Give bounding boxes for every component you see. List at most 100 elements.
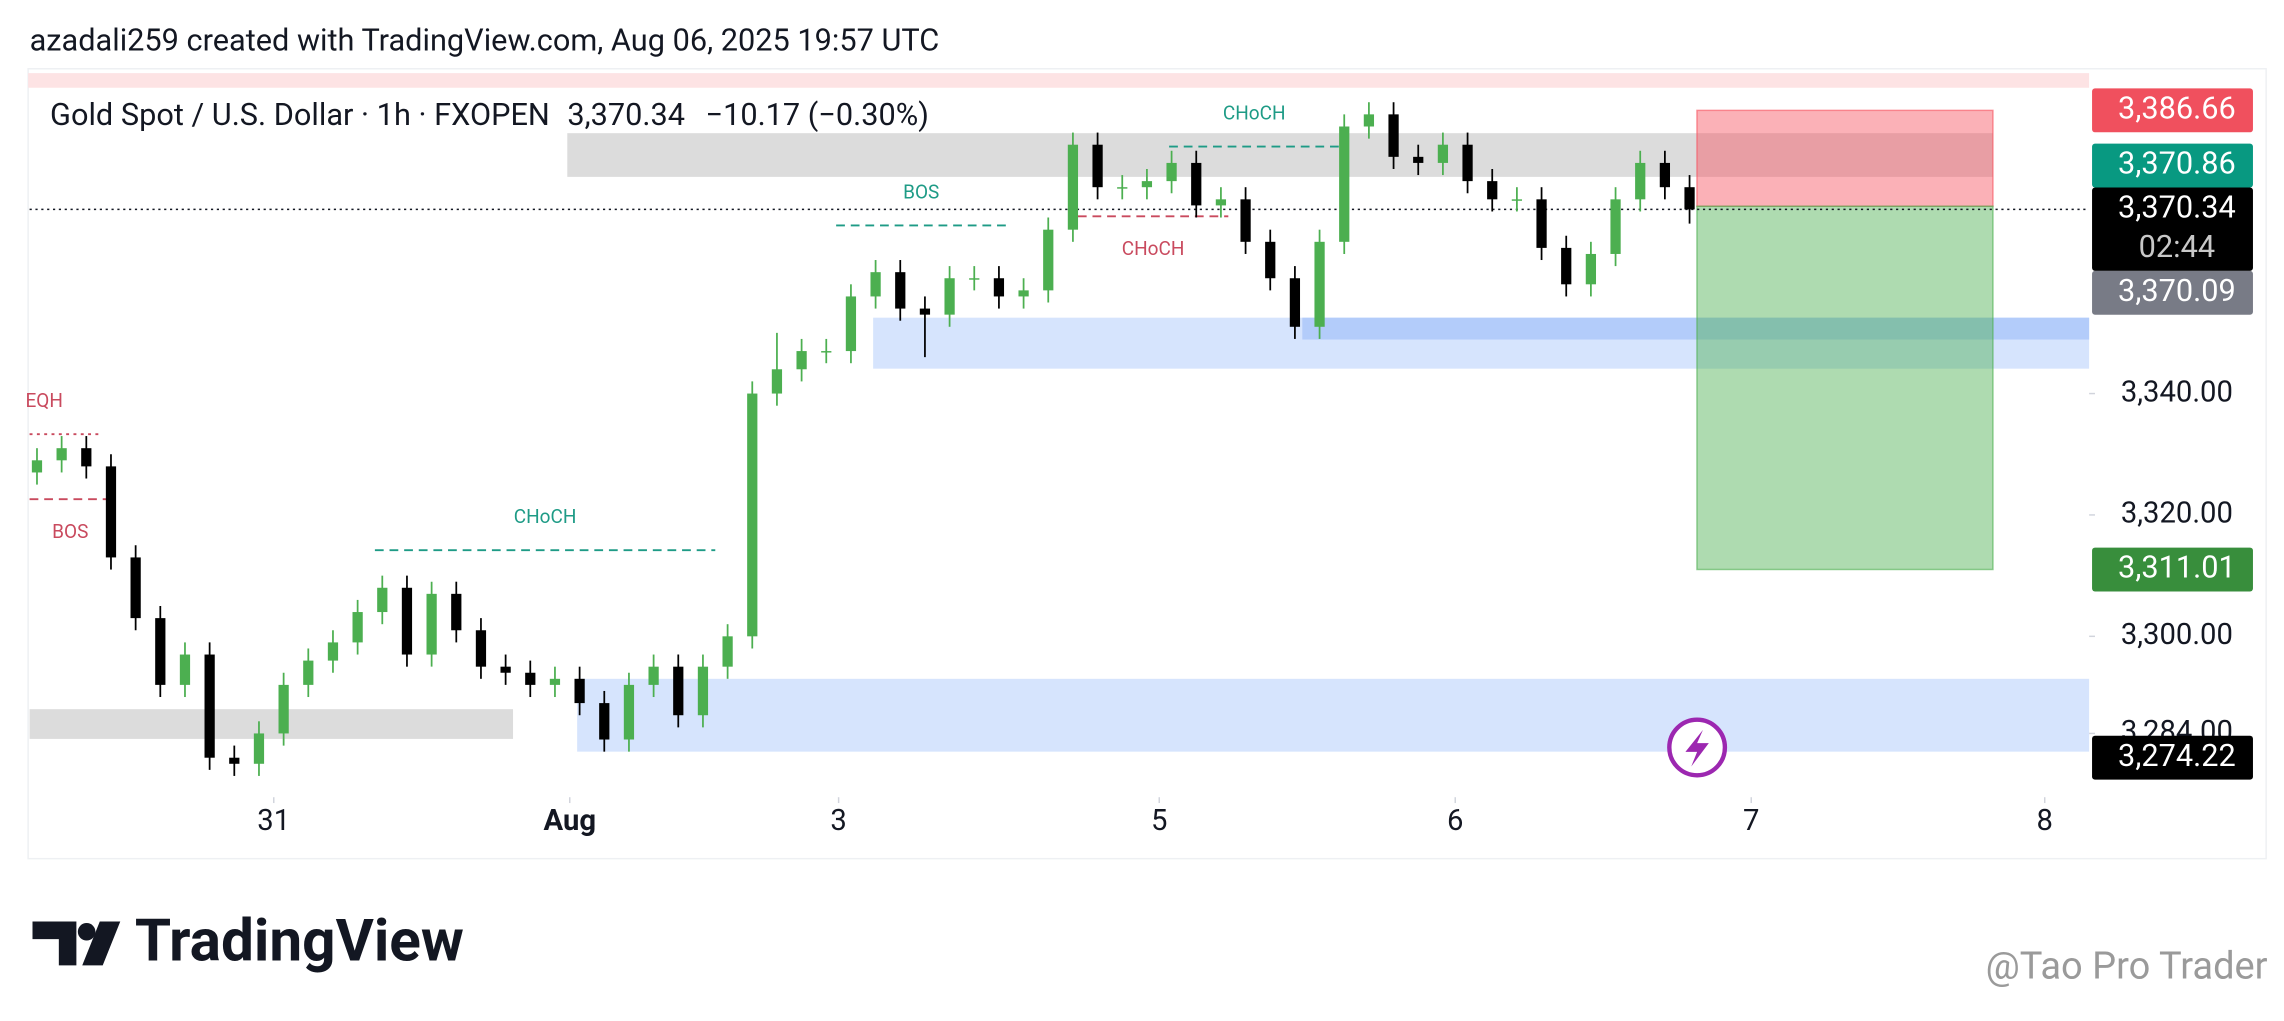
candle-body: [993, 278, 1005, 297]
legend-price: 3,370.34: [567, 98, 685, 133]
zone: [577, 678, 2090, 752]
y-tick-label: 3,320.00: [2121, 497, 2233, 531]
candle-body: [1684, 187, 1695, 210]
credit: azadali259 created with TradingView.com,…: [30, 24, 940, 59]
legend: Gold Spot / U.S. Dollar · 1h · FXOPEN 3,…: [50, 98, 929, 133]
candle-body: [919, 308, 931, 315]
brand-logo: TradingView: [32, 907, 464, 975]
candle-body: [1585, 253, 1597, 285]
candle-body: [1289, 278, 1301, 327]
x-tick-label: 3: [830, 804, 846, 838]
candle-body: [475, 630, 487, 667]
candle-body: [1635, 162, 1646, 200]
price-label: 3,386.66: [2118, 91, 2236, 126]
candle-body: [1018, 290, 1029, 297]
price-label-box: [2092, 88, 2253, 133]
candle-body: [1388, 114, 1399, 157]
watermark: @Tao Pro Trader: [1986, 944, 2268, 988]
candle-body: [204, 654, 215, 758]
candle-body: [1043, 229, 1054, 291]
candle-body: [549, 678, 561, 685]
candle-body: [623, 684, 635, 740]
candle-body: [673, 666, 684, 716]
price-label: 3,311.01: [2118, 551, 2236, 586]
candle-body: [81, 448, 92, 467]
candle-body: [525, 672, 536, 685]
candle-body: [1191, 162, 1202, 206]
candle-body: [722, 636, 733, 667]
stop-zone: [1696, 109, 1994, 207]
y-tick-label: 3,340.00: [2121, 375, 2233, 409]
chart-frame: [27, 68, 2267, 860]
candle-body: [500, 666, 511, 673]
candle-body: [697, 666, 709, 716]
candle-body: [771, 369, 783, 394]
candle-body: [352, 612, 363, 643]
candle-body: [1166, 162, 1177, 182]
brand: TradingView: [135, 907, 464, 975]
candle-body: [796, 351, 807, 370]
candle-body: [426, 593, 437, 655]
zone: [29, 709, 514, 739]
candle-body: [1659, 162, 1671, 188]
price-label: 3,370.86: [2118, 147, 2236, 182]
price-label-box: [2092, 187, 2253, 271]
candle-body: [451, 593, 462, 631]
candle-body: [870, 272, 881, 297]
legend-change: −10.17 (−0.30%): [706, 98, 929, 133]
candle-body: [1092, 144, 1103, 188]
countdown: 02:44: [2139, 230, 2215, 265]
candle-body: [1339, 126, 1350, 242]
candle-body: [1314, 241, 1325, 327]
candle-body: [377, 587, 388, 613]
candle-body: [1610, 199, 1621, 254]
candle-body: [747, 393, 758, 637]
candle-body: [1067, 144, 1079, 230]
candle-body: [944, 278, 955, 315]
structure-label: EQH: [25, 389, 62, 412]
candle-body: [327, 642, 339, 661]
candle-body: [574, 678, 585, 704]
candle-body: [821, 351, 832, 353]
x-tick-label: 7: [1743, 804, 1759, 838]
candle-body: [1561, 247, 1572, 285]
candle-body: [1462, 144, 1473, 182]
candle-body: [56, 448, 67, 461]
candle-body: [1487, 181, 1498, 200]
candle-body: [969, 278, 980, 280]
candle-body: [895, 272, 906, 309]
candle-body: [278, 684, 289, 734]
structure-label: BOS: [903, 180, 939, 203]
x-tick-label: 31: [257, 804, 290, 838]
candle-body: [303, 660, 314, 685]
candle-body: [1536, 199, 1547, 248]
candle-body: [1240, 199, 1251, 242]
candle-body: [1265, 241, 1276, 279]
candle-body: [130, 557, 141, 619]
candle-body: [1511, 199, 1523, 201]
legend-title: Gold Spot / U.S. Dollar · 1h · FXOPEN: [50, 98, 550, 133]
structure-label: BOS: [52, 520, 88, 543]
candle-body: [179, 654, 191, 685]
structure-label: CHoCH: [1223, 101, 1286, 124]
top-band: [28, 73, 2090, 88]
x-tick-label: Aug: [543, 804, 596, 838]
zone: [567, 133, 1993, 177]
plot: EQH BOS CHoCH BOS CHoCH CHoCH 3,340.00 3,320.00…: [25, 88, 2253, 838]
candle-body: [253, 733, 265, 764]
candle-body: [1215, 199, 1227, 206]
candle-body: [31, 460, 43, 473]
candle-body: [599, 703, 610, 740]
candle-body: [1363, 114, 1375, 127]
price-label: 3,370.09: [2118, 274, 2236, 309]
target-zone: [1696, 205, 1994, 571]
candle-body: [648, 666, 659, 685]
structure-label: CHoCH: [514, 505, 577, 528]
structure-label: CHoCH: [1122, 237, 1185, 260]
candle-body: [845, 296, 857, 352]
price-label-box: [2092, 735, 2253, 780]
candle-body: [1117, 187, 1128, 189]
candle-body: [401, 587, 413, 655]
zone: [1302, 317, 2090, 340]
